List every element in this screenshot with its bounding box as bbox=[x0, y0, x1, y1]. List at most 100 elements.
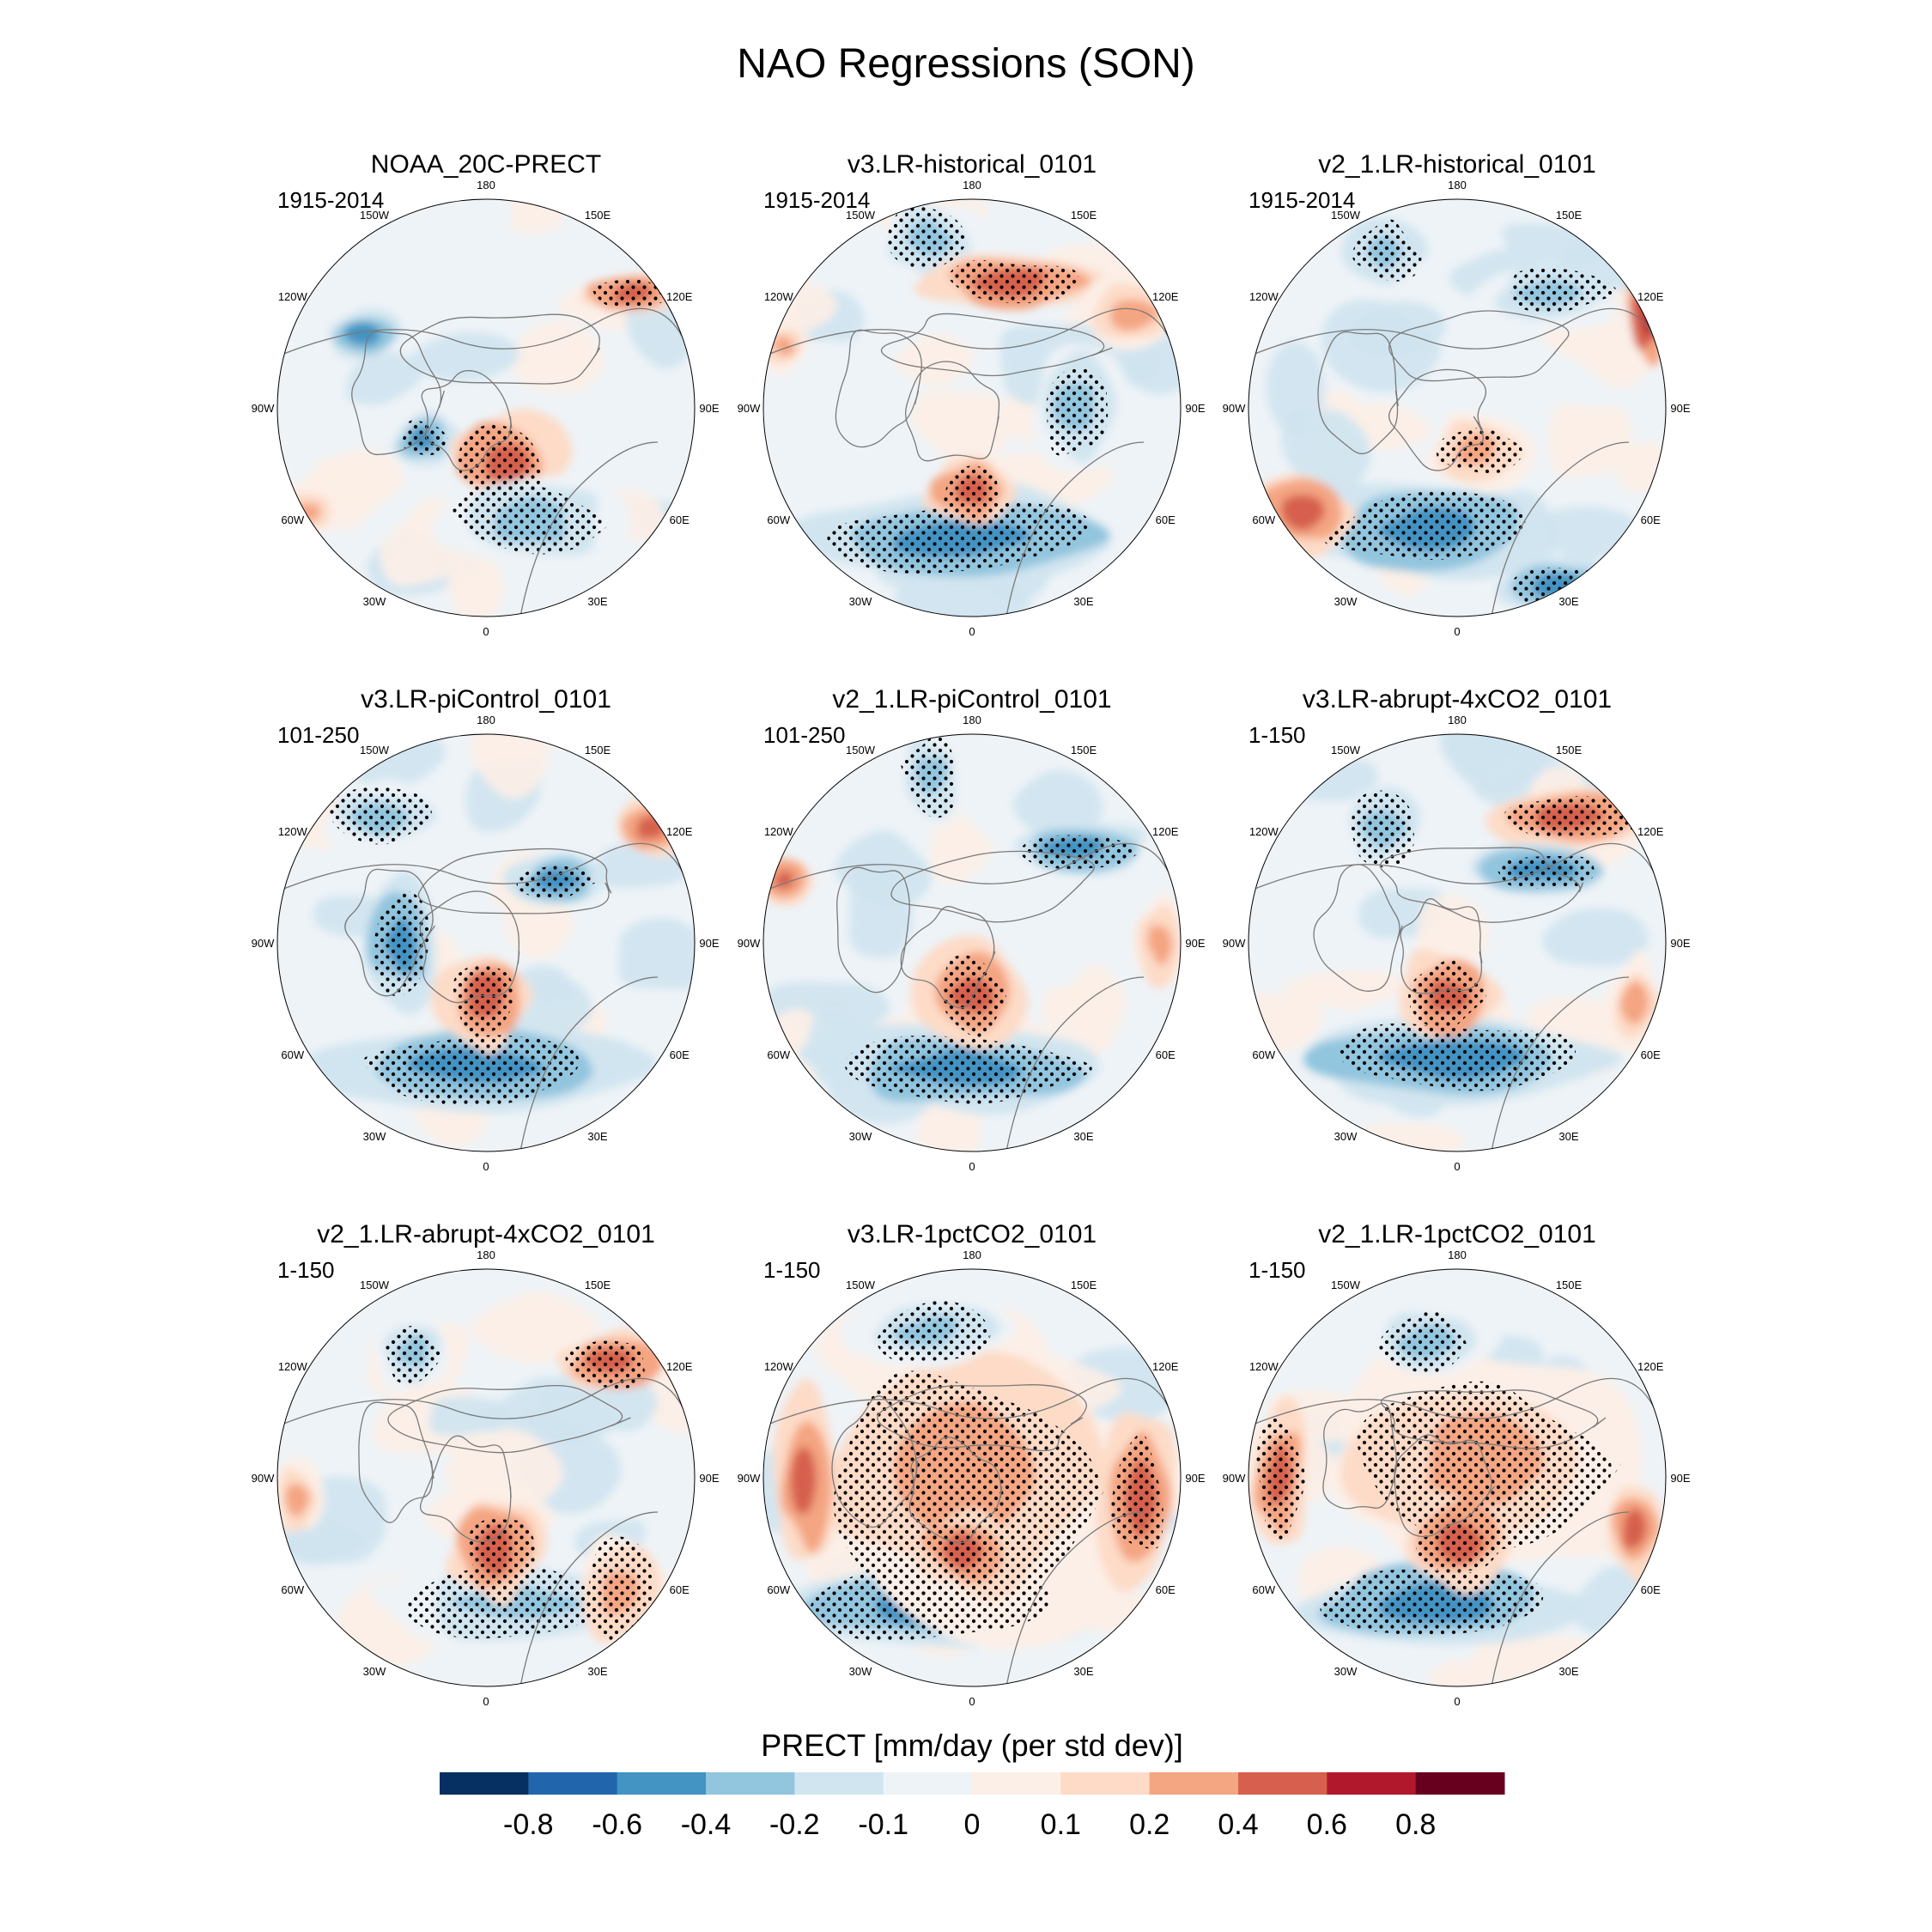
map-field bbox=[1249, 734, 1666, 1151]
map-border bbox=[762, 198, 1182, 617]
longitude-label: 60W bbox=[281, 513, 304, 526]
map-border bbox=[276, 198, 696, 617]
colorbar-box bbox=[1060, 1772, 1151, 1795]
longitude-label: 150W bbox=[1331, 744, 1361, 756]
coastline bbox=[880, 313, 1113, 377]
map-panel: 180 150E 120E 90E 60E 30E 0 30W 60W 90W 120W 150W v2… bbox=[738, 685, 1206, 1173]
longitude-label: 150W bbox=[846, 1279, 876, 1291]
longitude-label: 150E bbox=[1556, 1279, 1583, 1291]
map-field bbox=[1249, 199, 1666, 617]
longitude-label: 60E bbox=[1641, 513, 1661, 526]
longitude-label: 0 bbox=[969, 1695, 975, 1708]
coastline bbox=[421, 369, 513, 471]
panel-title: v3.LR-1pctCO2_0101 bbox=[848, 1220, 1097, 1249]
panel-period: 1-150 bbox=[1249, 1257, 1306, 1283]
longitude-label: 180 bbox=[963, 1249, 981, 1261]
longitude-label: 120W bbox=[278, 290, 308, 303]
colorbar-boxes bbox=[440, 1772, 1505, 1795]
map-border bbox=[276, 733, 696, 1152]
significance-stipple bbox=[467, 1519, 540, 1600]
colorbar-tick: 0.4 bbox=[1218, 1808, 1258, 1841]
longitude-label: 30E bbox=[587, 1665, 607, 1678]
longitude-label: 150W bbox=[1331, 209, 1361, 222]
background-patch bbox=[617, 917, 695, 989]
colorbar-box bbox=[972, 1772, 1061, 1795]
coastline bbox=[1249, 842, 1666, 909]
background-patch bbox=[1548, 404, 1634, 478]
longitude-label: 150W bbox=[846, 744, 876, 756]
coastline bbox=[1400, 898, 1483, 994]
longitude-label: 90E bbox=[699, 1472, 719, 1485]
coastline bbox=[1379, 847, 1584, 923]
significance-stipple bbox=[1351, 790, 1415, 868]
anomaly-core bbox=[285, 1483, 311, 1517]
longitude-label: 90W bbox=[1223, 937, 1246, 950]
panel-period: 1-150 bbox=[1249, 722, 1306, 748]
longitude-label: 90E bbox=[1670, 402, 1690, 415]
longitude-label: 120W bbox=[278, 1360, 308, 1373]
colorbar-tick: 0.1 bbox=[1041, 1808, 1081, 1841]
longitude-label: 60W bbox=[767, 513, 790, 526]
longitude-label: 90E bbox=[1670, 1472, 1690, 1485]
longitude-label: 180 bbox=[1448, 179, 1467, 191]
longitude-label: 90E bbox=[1185, 937, 1205, 950]
significance-stipple bbox=[362, 1035, 583, 1107]
background-patch bbox=[410, 332, 524, 382]
significance-stipple bbox=[1046, 368, 1109, 456]
significance-stipple bbox=[458, 424, 543, 497]
significance-stipple bbox=[1323, 490, 1530, 560]
longitude-label: 120E bbox=[1152, 290, 1179, 303]
significance-stipple bbox=[406, 1565, 646, 1639]
longitude-label: 120W bbox=[764, 1360, 794, 1373]
coastline bbox=[519, 441, 659, 617]
background-patch bbox=[1354, 1122, 1472, 1151]
significance-stipple bbox=[1510, 268, 1625, 313]
coastlines bbox=[1249, 842, 1666, 1151]
coastlines bbox=[763, 1377, 1181, 1686]
significance-stipple bbox=[1352, 219, 1422, 282]
longitude-label: 60E bbox=[670, 1583, 690, 1596]
longitude-label: 30W bbox=[1334, 1130, 1358, 1143]
significance-stipple bbox=[1339, 1023, 1579, 1091]
panel-title: v3.LR-abrupt-4xCO2_0101 bbox=[1303, 685, 1612, 714]
longitude-label: 60E bbox=[1641, 1048, 1661, 1061]
anomaly-core bbox=[1623, 1508, 1648, 1549]
map-border bbox=[1248, 198, 1667, 617]
longitude-label: 90W bbox=[252, 1472, 275, 1485]
map-panel: 180 150E 120E 90E 60E 30E 0 30W 60W 90W 120W 150W v3… bbox=[252, 685, 720, 1173]
anomaly-mid bbox=[1630, 278, 1662, 350]
background-patch bbox=[1321, 300, 1447, 392]
map-border bbox=[762, 733, 1182, 1152]
significance-stipple bbox=[1020, 835, 1141, 869]
longitude-label: 120E bbox=[1637, 825, 1664, 838]
significance-stipple bbox=[1256, 1418, 1309, 1540]
longitude-label: 150E bbox=[1071, 744, 1097, 756]
significance-stipple bbox=[1378, 1310, 1470, 1374]
coastline bbox=[419, 890, 520, 1004]
anomaly-core bbox=[1619, 981, 1650, 1025]
significance-stipple bbox=[1436, 428, 1528, 474]
coastline bbox=[519, 976, 659, 1151]
longitude-label: 30E bbox=[1558, 1665, 1578, 1678]
colorbar-tick: -0.1 bbox=[858, 1808, 908, 1841]
map-panel: 180 150E 120E 90E 60E 30E 0 30W 60W 90W 120W 150W v2… bbox=[1223, 150, 1691, 638]
longitude-label: 0 bbox=[1454, 625, 1460, 638]
longitude-label: 150W bbox=[360, 209, 390, 222]
longitude-label: 90E bbox=[699, 937, 719, 950]
coastline bbox=[763, 307, 1181, 374]
longitude-label: 180 bbox=[477, 1249, 495, 1261]
map-field bbox=[1249, 1269, 1666, 1686]
longitude-label: 150W bbox=[360, 1279, 390, 1291]
coastline bbox=[358, 1401, 434, 1523]
coastline bbox=[1249, 307, 1666, 374]
colorbar-tick: -0.8 bbox=[503, 1808, 554, 1841]
coastline bbox=[1313, 864, 1403, 992]
colorbar: PRECT [mm/day (per std dev)] -0.8 -0.6 -0.… bbox=[440, 1728, 1505, 1841]
longitude-label: 30W bbox=[1334, 595, 1358, 608]
longitude-label: 60W bbox=[767, 1048, 790, 1061]
map-field bbox=[277, 734, 695, 1151]
significance-stipple bbox=[516, 866, 603, 900]
longitude-label: 150E bbox=[1556, 744, 1583, 756]
background-patch bbox=[345, 351, 426, 405]
significance-stipple bbox=[452, 483, 611, 555]
